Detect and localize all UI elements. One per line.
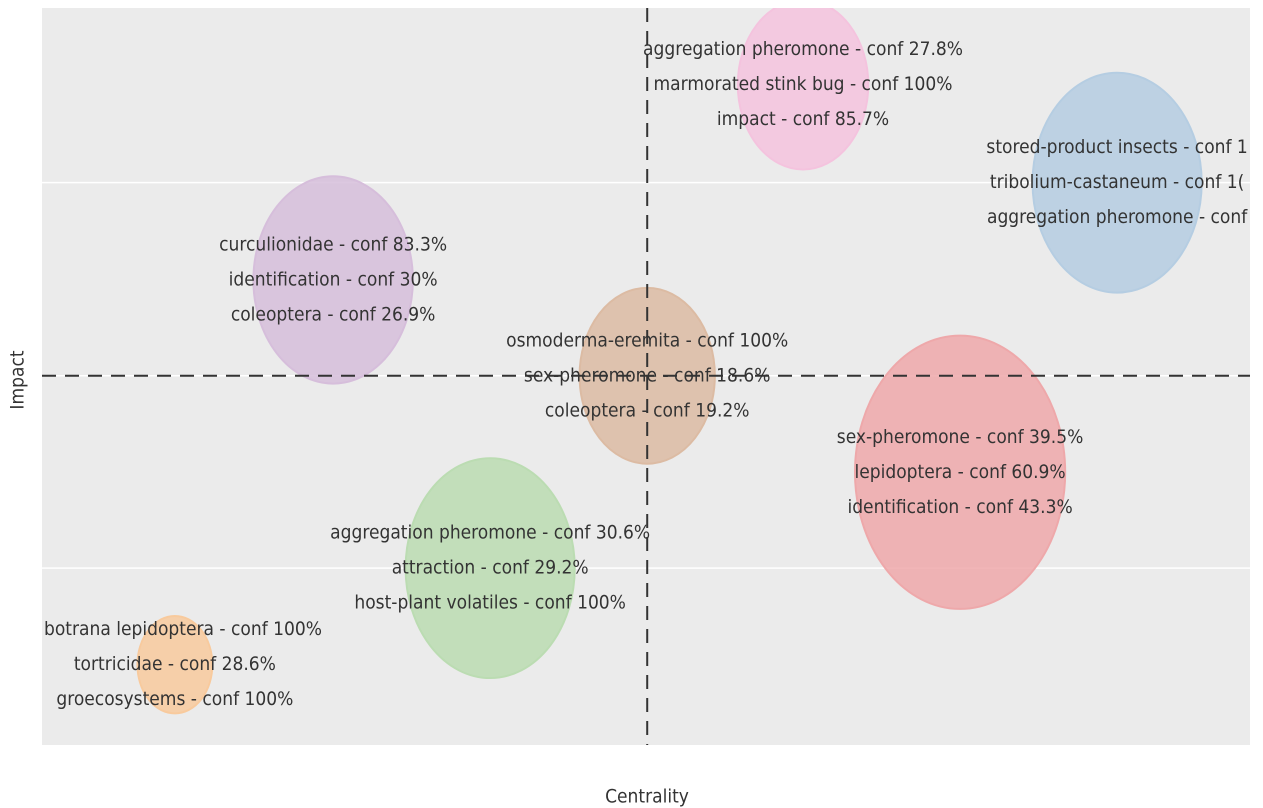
bubble-label: aggregation pheromone - conf	[987, 206, 1248, 228]
bubble-label: impact - conf 85.7%	[717, 108, 889, 130]
bubble-label: aggregation pheromone - conf 30.6%	[330, 522, 650, 544]
bubble-label: tribolium-castaneum - conf 1(	[990, 171, 1244, 193]
bubble-labels: aggregation pheromone - conf 27.8% marmor…	[44, 38, 1248, 710]
bubble	[136, 614, 214, 715]
bubble	[252, 175, 414, 385]
bubble-label: coleoptera - conf 19.2%	[545, 399, 750, 421]
bubble-label: botrana lepidoptera - conf 100%	[44, 618, 322, 640]
bubble-label: marmorated stink bug - conf 100%	[654, 73, 953, 95]
bubble-label: identification - conf 30%	[229, 268, 438, 290]
x-axis-label: Centrality	[605, 786, 689, 808]
bubble-label: groecosystems - conf 100%	[56, 688, 293, 710]
bubble-label: curculionidae - conf 83.3%	[219, 233, 447, 255]
bubble-label: tortricidae - conf 28.6%	[74, 653, 276, 675]
bubble-label: coleoptera - conf 26.9%	[231, 303, 436, 325]
bubble-label: sex-pheromone - conf 39.5%	[837, 426, 1084, 448]
median-lines	[42, 8, 1250, 745]
bubble	[853, 334, 1067, 610]
bubble-label: osmoderma-eremita - conf 100%	[506, 329, 788, 351]
bubble	[1031, 71, 1203, 294]
bubbles	[136, 8, 1203, 715]
bubble	[736, 8, 870, 171]
y-axis-label: Impact	[7, 350, 29, 409]
bubble-label: stored-product insects - conf 1	[986, 136, 1247, 158]
bubble-label: aggregation pheromone - conf 27.8%	[643, 38, 963, 60]
bubble	[404, 457, 576, 680]
bubble-label: identification - conf 43.3%	[847, 496, 1072, 518]
bubble-label: sex-pheromone - conf 18.6%	[524, 364, 771, 386]
bubble-label: host-plant volatiles - conf 100%	[354, 592, 626, 614]
bubble-label: attraction - conf 29.2%	[392, 557, 589, 579]
bubble-label: lepidoptera - conf 60.9%	[854, 461, 1065, 483]
